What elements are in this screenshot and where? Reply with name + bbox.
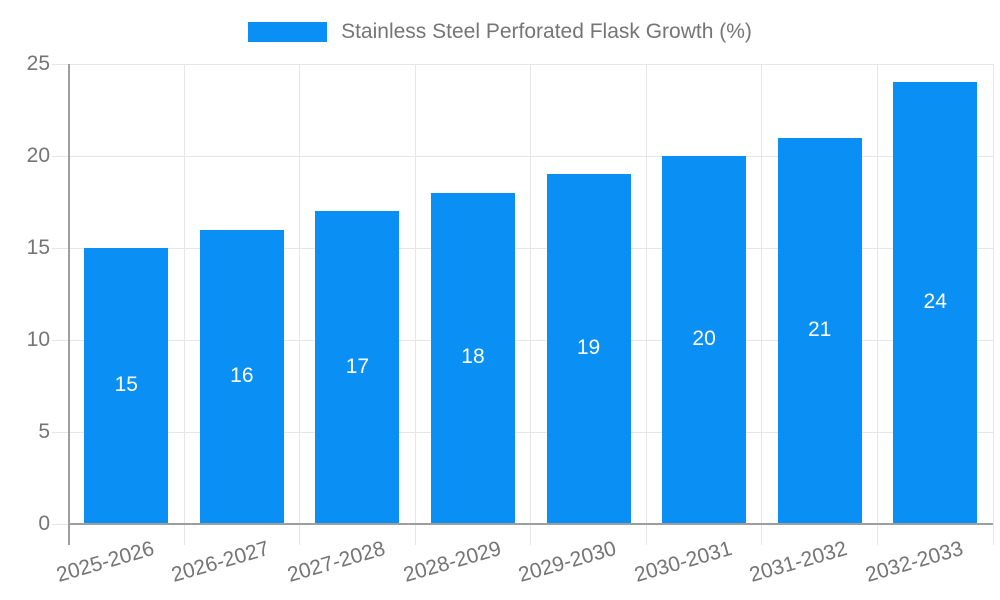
legend-color-swatch	[248, 22, 328, 42]
bar-value-label: 19	[576, 336, 601, 360]
x-gridline	[992, 64, 994, 545]
x-axis-line	[67, 523, 993, 525]
bar[interactable]	[662, 156, 747, 524]
legend: Stainless Steel Perforated Flask Growth …	[0, 21, 1000, 43]
x-gridline	[183, 64, 185, 545]
bar[interactable]	[546, 174, 631, 524]
x-gridline	[876, 64, 878, 545]
y-axis-line	[67, 64, 70, 545]
bar-value-label: 17	[345, 354, 370, 378]
x-gridline	[299, 64, 301, 545]
x-tick-label: 2028-2029	[400, 537, 504, 587]
bar-value-label: 24	[923, 290, 947, 314]
x-tick-label: 2026-2027	[169, 537, 273, 587]
y-tick-mark	[52, 339, 69, 341]
y-tick-label: 25	[26, 52, 50, 75]
x-tick-label: 2031-2032	[747, 537, 850, 587]
y-tick-label: 5	[38, 420, 50, 443]
y-tick-mark	[52, 155, 69, 157]
y-tick-label: 15	[26, 236, 50, 259]
bar-value-label: 15	[114, 373, 138, 396]
bar-value-label: 16	[230, 363, 254, 387]
y-tick-mark	[52, 247, 69, 249]
x-gridline	[761, 64, 763, 545]
bar[interactable]	[84, 248, 169, 524]
bar[interactable]	[893, 82, 978, 524]
y-tick-mark	[52, 63, 69, 65]
x-gridline	[530, 64, 532, 545]
y-tick-mark	[52, 431, 69, 433]
bar-value-label: 21	[807, 317, 832, 341]
y-tick-mark	[52, 523, 69, 525]
x-tick-label: 2027-2028	[284, 537, 388, 587]
x-tick-label: 2032-2033	[862, 537, 966, 587]
bar-value-label: 20	[692, 327, 716, 350]
bar[interactable]	[777, 137, 862, 524]
y-tick-label: 20	[26, 144, 50, 167]
bar[interactable]	[430, 192, 515, 524]
y-tick-label: 0	[38, 512, 50, 535]
x-gridline	[414, 64, 416, 545]
x-tick-label: 2030-2031	[631, 537, 735, 587]
bar-value-label: 18	[461, 345, 485, 369]
x-tick-label: 2029-2030	[515, 537, 619, 587]
bar[interactable]	[199, 229, 284, 524]
legend-label: Stainless Steel Perforated Flask Growth …	[341, 20, 752, 43]
x-gridline	[645, 64, 647, 545]
y-tick-label: 10	[26, 328, 50, 351]
bar[interactable]	[315, 211, 400, 524]
